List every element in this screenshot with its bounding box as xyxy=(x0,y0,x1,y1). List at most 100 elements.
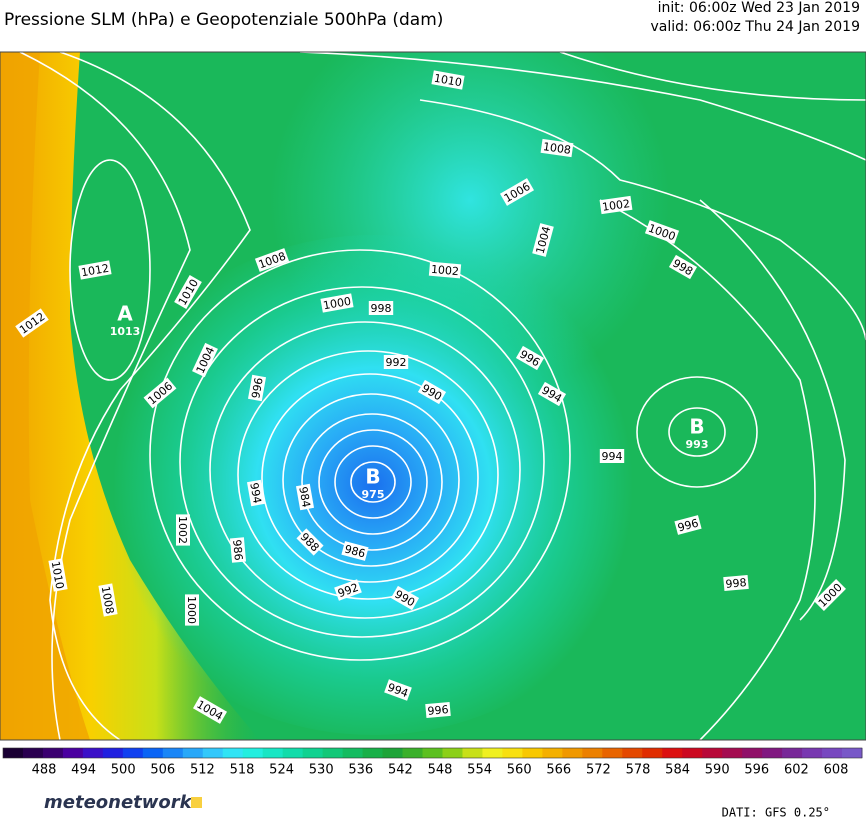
colorbar-swatch xyxy=(162,748,184,758)
contour-label-text: 996 xyxy=(427,703,449,718)
colorbar-swatch xyxy=(622,748,643,758)
colorbar-swatch xyxy=(242,748,264,758)
colorbar-swatch xyxy=(802,748,823,758)
colorbar-tick-label: 548 xyxy=(428,763,453,778)
colorbar-tick-label: 512 xyxy=(190,763,215,778)
contour-label-text: 1002 xyxy=(430,263,459,278)
init-time: init: 06:00z Wed 23 Jan 2019 xyxy=(658,0,860,16)
contour-label-box xyxy=(390,585,420,611)
contour-label-box xyxy=(320,293,354,313)
contour-label-box xyxy=(143,377,177,409)
colorbar-tick-label: 608 xyxy=(824,763,849,778)
contour-label-box xyxy=(185,594,199,626)
colorbar-tick-label: 584 xyxy=(665,763,690,778)
contour-label-box xyxy=(532,223,554,257)
colorbar-swatch xyxy=(182,748,204,758)
contour-label-box xyxy=(537,381,567,407)
contour-label: 996 xyxy=(247,374,267,402)
contour-label-text: 998 xyxy=(371,302,392,315)
contour-label-box xyxy=(341,541,369,561)
contour-label: 996 xyxy=(674,515,702,535)
contour-label-box xyxy=(425,701,451,719)
contour-label: 1002 xyxy=(599,195,633,215)
contour-label-box xyxy=(428,261,462,279)
colorbar-swatch xyxy=(422,748,443,758)
colorbar-swatch xyxy=(482,748,503,758)
colorbar-swatch xyxy=(62,748,84,758)
contour-label: 994 xyxy=(246,479,266,507)
contour-label-text: 1000 xyxy=(185,596,198,624)
colorbar-swatch xyxy=(262,748,284,758)
contour-label-box xyxy=(176,514,190,546)
contour-label: 1012 xyxy=(78,260,112,280)
contour-label-box xyxy=(723,574,749,592)
colorbar-swatch xyxy=(702,748,723,758)
contour-label-text: 1008 xyxy=(99,585,117,615)
contour-label-box xyxy=(192,696,228,724)
contour-label: 1010 xyxy=(431,70,465,90)
contour-label: 1010 xyxy=(48,558,68,592)
colorbar-swatch xyxy=(762,748,783,758)
center-letter: B xyxy=(365,465,380,489)
colorbar-swatch xyxy=(382,748,404,758)
contour-label-box xyxy=(247,374,267,402)
contour-label: 1000 xyxy=(320,293,354,313)
contour-label: 998 xyxy=(368,301,394,315)
logo-mark xyxy=(191,797,202,808)
contour-label-box xyxy=(668,254,698,280)
colorbar-tick-label: 500 xyxy=(111,763,136,778)
colorbar-tick-label: 578 xyxy=(626,763,651,778)
contour-label: 1002 xyxy=(176,514,190,546)
colorbar-tick-label: 524 xyxy=(269,763,294,778)
contour-label: 986 xyxy=(229,537,247,563)
contour-label-box xyxy=(246,479,266,507)
contour-label-box xyxy=(644,220,680,244)
contour-label-text: 996 xyxy=(249,377,265,400)
colorbar-swatch xyxy=(42,748,64,758)
contour-label: 994 xyxy=(599,449,625,463)
contour-label: 1008 xyxy=(540,138,574,158)
contour-label-box xyxy=(229,537,247,563)
colorbar-tick-label: 596 xyxy=(744,763,769,778)
contour-label-box xyxy=(384,679,412,701)
colorbar-swatch xyxy=(82,748,104,758)
colorbar-swatch xyxy=(602,748,623,758)
contour-label-box xyxy=(814,579,846,611)
colorbar-tick-label: 590 xyxy=(705,763,730,778)
contour-label-box xyxy=(15,308,49,338)
contour-label-text: 1002 xyxy=(176,516,189,544)
contour-label: 984 xyxy=(295,483,315,511)
center-value: 1013 xyxy=(110,325,141,338)
colorbar-swatch xyxy=(582,748,603,758)
colorbar-swatch xyxy=(362,748,384,758)
center-letter: B xyxy=(689,415,704,439)
contour-label-box xyxy=(599,449,625,463)
credit: DATI: GFS 0.25° xyxy=(722,806,830,820)
contour-label: 986 xyxy=(341,541,369,561)
colorbar-swatch xyxy=(142,748,164,758)
colorbar-swatch xyxy=(562,748,583,758)
contour-label-text: 994 xyxy=(247,482,263,505)
contour-label-text: 996 xyxy=(676,516,700,534)
colorbar-tick-label: 602 xyxy=(784,763,809,778)
contour-label-text: 1010 xyxy=(49,560,67,590)
center-letter: A xyxy=(117,302,133,326)
contour-label-text: 1008 xyxy=(542,140,572,157)
contour-label-text: 984 xyxy=(296,486,312,509)
contour-label-box xyxy=(48,558,68,592)
contour-label-box xyxy=(383,355,409,369)
center-value: 975 xyxy=(362,488,385,501)
colorbar-tick-label: 572 xyxy=(586,763,611,778)
contour-label: 998 xyxy=(723,574,749,592)
colorbar-tick-label: 518 xyxy=(230,763,255,778)
colorbar-swatch xyxy=(122,748,144,758)
colorbar-frame xyxy=(2,747,863,759)
contour-label: 992 xyxy=(383,355,409,369)
colorbar-swatch xyxy=(662,748,683,758)
colorbar-tick-label: 506 xyxy=(150,763,175,778)
contour-label-box xyxy=(296,528,324,556)
colorbar-tick-label: 536 xyxy=(348,763,373,778)
map: 1010100810061002100099810041002100810121… xyxy=(0,52,866,740)
colorbar-tick-label: 554 xyxy=(467,763,492,778)
contour-label-box xyxy=(174,274,202,310)
